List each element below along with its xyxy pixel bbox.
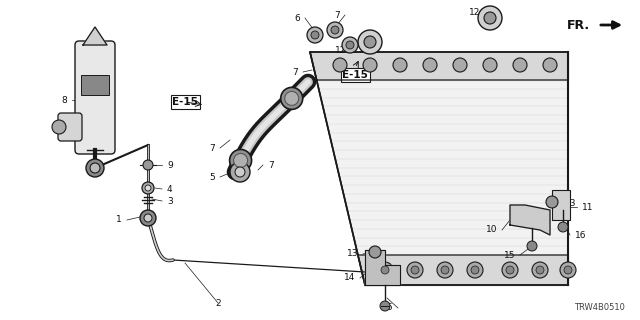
Circle shape (441, 266, 449, 274)
Circle shape (235, 167, 245, 177)
Text: 14: 14 (344, 274, 355, 283)
Circle shape (140, 210, 156, 226)
Circle shape (560, 262, 576, 278)
Circle shape (546, 196, 558, 208)
Text: 1: 1 (116, 215, 122, 225)
Circle shape (483, 58, 497, 72)
Circle shape (543, 58, 557, 72)
Text: E-15: E-15 (342, 70, 368, 80)
Text: 13: 13 (565, 198, 577, 207)
Circle shape (513, 58, 527, 72)
Circle shape (144, 214, 152, 222)
Circle shape (307, 27, 323, 43)
Text: 17: 17 (54, 124, 65, 132)
FancyBboxPatch shape (58, 113, 82, 141)
Text: 4: 4 (167, 185, 173, 194)
Circle shape (423, 58, 437, 72)
Circle shape (364, 36, 376, 48)
Polygon shape (365, 250, 400, 285)
Circle shape (437, 262, 453, 278)
Text: 11: 11 (582, 203, 593, 212)
Text: 12: 12 (468, 7, 480, 17)
Polygon shape (310, 52, 568, 285)
Text: 7: 7 (209, 143, 215, 153)
Text: E-15: E-15 (172, 97, 198, 107)
Circle shape (142, 182, 154, 194)
Text: 6: 6 (294, 13, 300, 22)
Text: 2: 2 (215, 299, 221, 308)
Circle shape (506, 266, 514, 274)
FancyBboxPatch shape (75, 41, 115, 154)
Circle shape (467, 262, 483, 278)
Text: 8: 8 (61, 95, 67, 105)
Circle shape (380, 301, 390, 311)
Circle shape (331, 26, 339, 34)
Circle shape (281, 87, 303, 109)
Circle shape (363, 58, 377, 72)
Circle shape (558, 222, 568, 232)
Circle shape (342, 37, 358, 53)
Text: 3: 3 (167, 196, 173, 205)
Circle shape (453, 58, 467, 72)
Circle shape (478, 6, 502, 30)
Circle shape (86, 159, 104, 177)
Circle shape (484, 12, 496, 24)
Text: 5: 5 (209, 172, 215, 181)
Polygon shape (510, 205, 550, 235)
Circle shape (393, 58, 407, 72)
Circle shape (471, 266, 479, 274)
Circle shape (234, 154, 248, 167)
Circle shape (333, 58, 347, 72)
Bar (552, 190, 570, 220)
Polygon shape (310, 52, 568, 80)
Text: 12: 12 (335, 45, 346, 54)
Text: TRW4B0510: TRW4B0510 (574, 303, 625, 313)
Circle shape (327, 22, 343, 38)
Text: 10: 10 (486, 226, 497, 235)
Polygon shape (358, 255, 568, 285)
Circle shape (143, 160, 153, 170)
Circle shape (502, 262, 518, 278)
Circle shape (230, 149, 252, 172)
Text: 16: 16 (381, 303, 393, 313)
Circle shape (346, 41, 354, 49)
Text: 7: 7 (268, 161, 274, 170)
Text: FR.: FR. (567, 19, 590, 31)
Circle shape (532, 262, 548, 278)
Circle shape (527, 241, 537, 251)
Text: 7: 7 (292, 68, 298, 76)
Circle shape (311, 31, 319, 39)
Circle shape (145, 185, 151, 191)
Circle shape (536, 266, 544, 274)
Circle shape (407, 262, 423, 278)
Circle shape (564, 266, 572, 274)
Circle shape (90, 163, 100, 173)
Text: 15: 15 (504, 251, 515, 260)
Text: 9: 9 (167, 161, 173, 170)
Text: 7: 7 (334, 11, 340, 20)
Circle shape (358, 30, 382, 54)
Circle shape (411, 266, 419, 274)
Circle shape (377, 262, 393, 278)
Text: 13: 13 (346, 250, 358, 259)
Circle shape (381, 266, 389, 274)
Text: 16: 16 (575, 230, 586, 239)
Circle shape (52, 120, 66, 134)
Circle shape (285, 92, 299, 105)
Bar (81, 75, 109, 95)
Circle shape (369, 246, 381, 258)
Polygon shape (83, 27, 107, 45)
Circle shape (230, 162, 250, 182)
